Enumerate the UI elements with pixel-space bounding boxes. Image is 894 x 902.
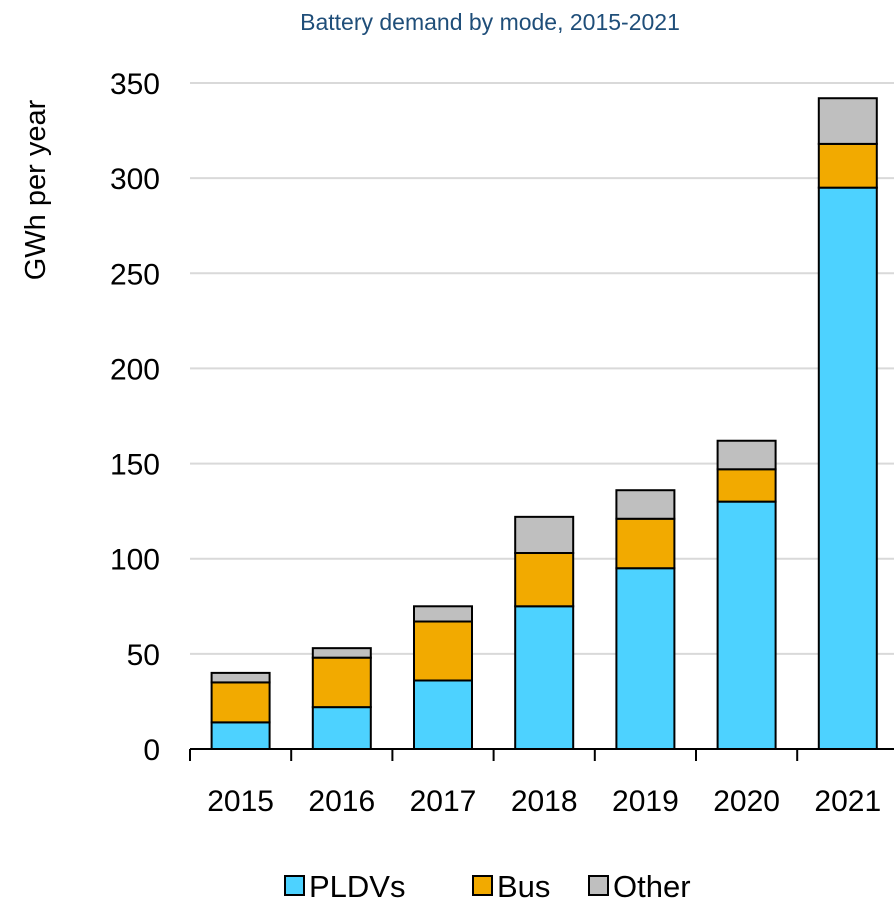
x-tick-label: 2021 xyxy=(814,785,881,818)
gridlines xyxy=(190,82,894,655)
x-tick-label: 2015 xyxy=(207,785,274,818)
x-tick-label: 2018 xyxy=(511,785,578,818)
bars xyxy=(210,97,878,751)
y-tick-label: 300 xyxy=(110,163,160,196)
bar-bus-2016 xyxy=(311,656,372,709)
bar-pldvs-2019 xyxy=(615,567,676,750)
y-axis-label: GWh per year xyxy=(20,99,52,280)
bar-pldvs-2018 xyxy=(514,605,575,750)
bar-bus-2020 xyxy=(716,468,777,503)
bar-pldvs-2017 xyxy=(413,679,473,750)
x-tick-label: 2019 xyxy=(612,785,679,818)
bar-other-2015 xyxy=(210,671,271,684)
legend: PLDVs Bus Other xyxy=(284,869,691,902)
legend-label-other: Other xyxy=(613,869,691,902)
y-tick-label: 200 xyxy=(110,353,160,386)
y-axis-ticks: 0 50 100 150 200 250 300 350 xyxy=(110,68,160,767)
legend-label-pldvs: PLDVs xyxy=(309,869,405,902)
legend-swatch-other xyxy=(588,875,609,896)
x-tick-label: 2017 xyxy=(410,785,477,818)
x-axis: 2015 2016 2017 2018 2019 2020 2021 xyxy=(189,748,894,818)
bar-pldvs-2015 xyxy=(210,721,271,750)
bar-other-2018 xyxy=(514,515,575,555)
bar-pldvs-2021 xyxy=(817,186,878,750)
y-tick-label: 250 xyxy=(110,258,160,291)
legend-swatch-pldvs xyxy=(284,875,305,896)
bar-pldvs-2016 xyxy=(311,706,372,751)
x-tick-label: 2020 xyxy=(713,785,780,818)
y-tick-label: 100 xyxy=(110,544,160,577)
y-tick-label: 0 xyxy=(143,734,160,767)
bar-pldvs-2020 xyxy=(716,500,777,750)
legend-swatch-bus xyxy=(472,875,493,896)
chart-title: Battery demand by mode, 2015-2021 xyxy=(300,9,680,35)
bar-bus-2019 xyxy=(615,517,676,570)
y-tick-label: 150 xyxy=(110,449,160,482)
bar-other-2019 xyxy=(615,489,676,520)
bar-bus-2018 xyxy=(514,552,575,608)
bar-bus-2021 xyxy=(817,142,878,189)
bar-other-2020 xyxy=(716,439,777,471)
bar-bus-2015 xyxy=(210,681,271,724)
legend-label-bus: Bus xyxy=(497,869,550,902)
x-tick-label: 2016 xyxy=(308,785,375,818)
bar-other-2017 xyxy=(413,605,473,623)
y-tick-label: 350 xyxy=(110,68,160,101)
bar-other-2016 xyxy=(311,647,372,659)
y-tick-label: 50 xyxy=(127,639,160,672)
bar-other-2021 xyxy=(817,97,878,145)
bar-bus-2017 xyxy=(413,620,473,682)
